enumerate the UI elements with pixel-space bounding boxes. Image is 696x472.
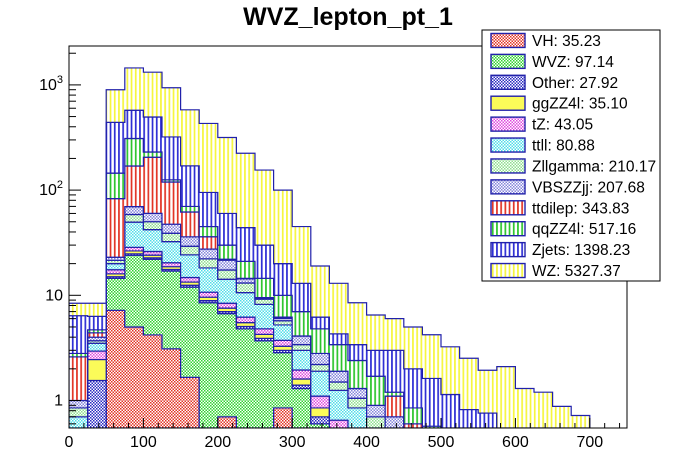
legend-swatch-VH bbox=[490, 32, 526, 49]
y-tick-label: 10 bbox=[45, 287, 63, 304]
legend-label: WVZ: 97.14 bbox=[532, 54, 614, 71]
x-axis-labels: 0 100 200 300 400 500 600 700 bbox=[65, 434, 604, 451]
y-tick-label: 103 bbox=[39, 74, 63, 94]
legend-label: VBSZZjj: 207.68 bbox=[532, 179, 645, 196]
axis-ticks bbox=[68, 52, 621, 428]
legend-swatch-ggZZ4l bbox=[490, 95, 526, 111]
x-tick-label: 400 bbox=[353, 434, 380, 451]
legend-label: Other: 27.92 bbox=[532, 75, 618, 92]
legend-entry-ttll: ttll: 80.88 bbox=[490, 137, 595, 155]
legend-swatch-WVZ bbox=[490, 53, 526, 70]
legend-entry-ggZZ4l: ggZZ4l: 35.10 bbox=[490, 95, 628, 113]
series-band-WZ bbox=[69, 67, 591, 428]
legend-swatch-VBSZZjj bbox=[490, 179, 526, 195]
legend-entry-WVZ: WVZ: 97.14 bbox=[490, 53, 614, 71]
legend-entry-Zllgamma: Zllgamma: 210.17 bbox=[490, 158, 656, 175]
legend-swatch-Other bbox=[490, 74, 526, 90]
x-tick-label: 300 bbox=[279, 434, 306, 451]
legend-label: Zllgamma: 210.17 bbox=[532, 158, 656, 175]
legend-entry-VBSZZjj: VBSZZjj: 207.68 bbox=[490, 179, 645, 196]
y-axis-labels: 1 10 102 103 bbox=[39, 74, 63, 410]
legend-entry-Other: Other: 27.92 bbox=[490, 74, 618, 92]
legend-entry-Zjets: Zjets: 1398.23 bbox=[490, 241, 630, 259]
legend-entry-VH: VH: 35.23 bbox=[490, 32, 601, 50]
legend-entry-tZ: tZ: 43.05 bbox=[490, 116, 593, 134]
legend-label: tZ: 43.05 bbox=[532, 117, 593, 134]
legend-label: ttdilep: 343.83 bbox=[532, 200, 629, 217]
x-tick-label: 0 bbox=[65, 434, 74, 451]
x-tick-label: 600 bbox=[502, 434, 529, 451]
legend-swatch-ttdilep bbox=[490, 200, 526, 216]
legend: VH: 35.23 WVZ: 97.14 Other: 27.92 ggZZ4l: 3… bbox=[481, 29, 661, 282]
legend-box bbox=[481, 29, 661, 282]
legend-swatch-ttll bbox=[490, 137, 526, 153]
legend-swatch-Zjets bbox=[490, 241, 526, 258]
legend-label: ttll: 80.88 bbox=[532, 138, 595, 155]
legend-swatch-Zllgamma bbox=[490, 158, 526, 174]
y-tick-label: 102 bbox=[39, 179, 63, 199]
legend-entry-qqZZ4l: qqZZ4l: 517.16 bbox=[490, 221, 636, 238]
plot-title: WVZ_lepton_pt_1 bbox=[243, 3, 453, 31]
legend-entry-ttdilep: ttdilep: 343.83 bbox=[490, 200, 629, 217]
legend-swatch-tZ bbox=[490, 116, 526, 132]
x-tick-label: 100 bbox=[130, 434, 157, 451]
y-tick-label: 1 bbox=[54, 393, 63, 410]
legend-entry-WZ: WZ: 5327.37 bbox=[490, 262, 621, 280]
x-tick-label: 200 bbox=[204, 434, 231, 451]
legend-label: qqZZ4l: 517.16 bbox=[532, 221, 636, 238]
x-tick-label: 700 bbox=[576, 434, 603, 451]
legend-swatch-qqZZ4l bbox=[490, 221, 526, 237]
legend-label: WZ: 5327.37 bbox=[532, 263, 621, 280]
legend-label: Zjets: 1398.23 bbox=[532, 242, 630, 259]
legend-label: ggZZ4l: 35.10 bbox=[532, 96, 628, 113]
legend-swatch-WZ bbox=[490, 262, 526, 279]
legend-label: VH: 35.23 bbox=[532, 33, 601, 50]
x-tick-label: 500 bbox=[428, 434, 455, 451]
